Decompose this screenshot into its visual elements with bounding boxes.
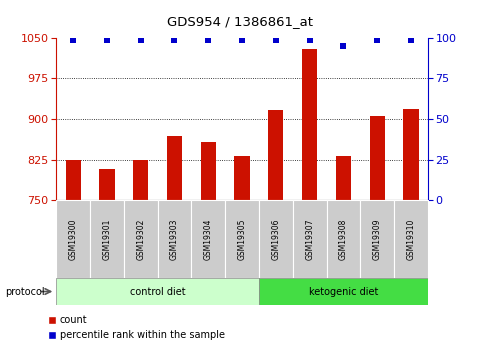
Bar	[123, 200, 157, 278]
Text: GDS954 / 1386861_at: GDS954 / 1386861_at	[166, 16, 312, 29]
Bar	[268, 110, 283, 200]
Bar	[65, 160, 81, 200]
Bar	[56, 278, 259, 305]
Bar	[259, 278, 427, 305]
Text: GSM19306: GSM19306	[271, 218, 280, 260]
Text: GSM19310: GSM19310	[406, 218, 415, 259]
Text: GSM19300: GSM19300	[68, 218, 78, 260]
Bar	[191, 200, 224, 278]
Bar	[326, 200, 360, 278]
Text: protocol: protocol	[5, 287, 44, 296]
Bar	[90, 200, 123, 278]
Bar	[224, 200, 259, 278]
Bar	[166, 136, 182, 200]
Text: GSM19308: GSM19308	[338, 218, 347, 259]
Bar	[302, 49, 317, 200]
Text: ketogenic diet: ketogenic diet	[308, 287, 377, 296]
Bar	[259, 200, 292, 278]
Legend: count, percentile rank within the sample: count, percentile rank within the sample	[49, 315, 224, 340]
Bar	[99, 169, 114, 200]
Text: GSM19301: GSM19301	[102, 218, 111, 259]
Text: GSM19305: GSM19305	[237, 218, 246, 260]
Text: GSM19309: GSM19309	[372, 218, 381, 260]
Text: GSM19303: GSM19303	[170, 218, 179, 260]
Bar	[360, 200, 393, 278]
Text: GSM19307: GSM19307	[305, 218, 313, 260]
Bar	[133, 160, 148, 200]
Bar	[393, 200, 427, 278]
Bar	[56, 200, 90, 278]
Bar	[234, 156, 249, 200]
Bar	[200, 142, 215, 200]
Text: GSM19304: GSM19304	[203, 218, 212, 260]
Text: control diet: control diet	[129, 287, 185, 296]
Text: GSM19302: GSM19302	[136, 218, 145, 259]
Bar	[157, 200, 191, 278]
Bar	[403, 109, 418, 200]
Bar	[335, 156, 350, 200]
Bar	[369, 116, 384, 200]
Bar	[292, 200, 326, 278]
